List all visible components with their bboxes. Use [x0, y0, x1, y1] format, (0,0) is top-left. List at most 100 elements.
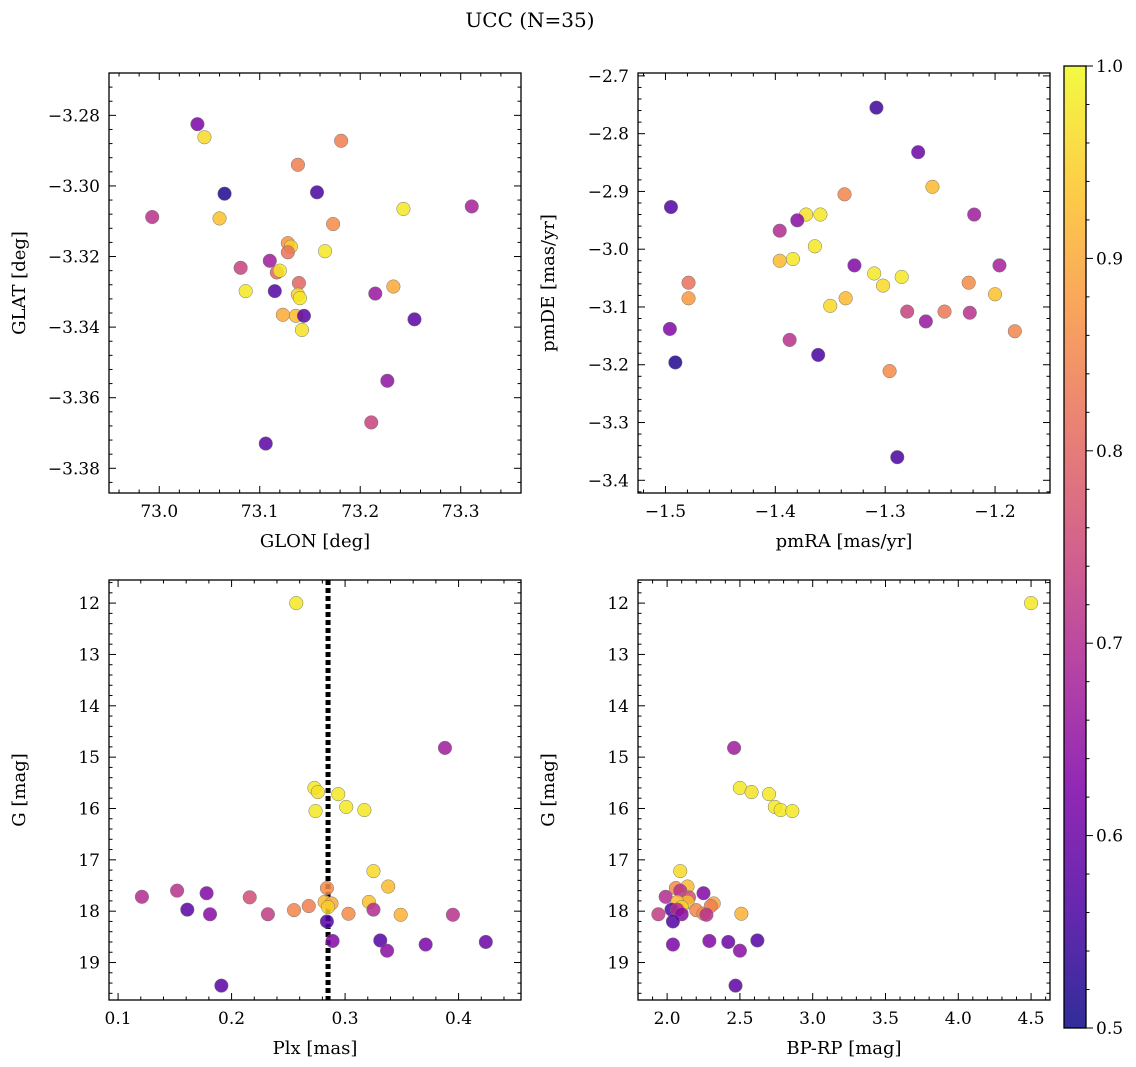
y-tick-label: −3.4 — [588, 471, 629, 491]
data-point — [366, 864, 381, 879]
panel-pmra-pmde: −1.5 −1.4 −1.3 −1.2 −3.4 −3.3 −3.2 −3.1 −3.0 −2.9… — [538, 67, 1051, 552]
data-point — [1024, 596, 1039, 611]
colorbar-tick-label: 0.7 — [1096, 634, 1123, 654]
data-point — [290, 157, 305, 172]
data-point — [665, 937, 680, 952]
data-point — [308, 804, 323, 819]
y-tick-label: 13 — [607, 645, 629, 665]
data-point — [233, 260, 248, 275]
data-point — [785, 804, 800, 819]
colorbar-frame — [1063, 65, 1087, 1029]
data-point — [319, 914, 334, 929]
data-point — [838, 291, 853, 306]
x-tick-label: 3.5 — [872, 1009, 899, 1029]
x-tick-label: 2.5 — [726, 1009, 753, 1029]
data-point — [658, 889, 673, 904]
x-tick-label: 3.0 — [799, 1009, 826, 1029]
panel-plx-g: 0.1 0.2 0.3 0.4 12 13 14 15 16 17 18 19 Plx [mas] G [… — [9, 579, 522, 1059]
x-tick-label: 4.0 — [945, 1009, 972, 1029]
data-point — [364, 415, 379, 430]
y-tick-label: 14 — [78, 697, 100, 717]
data-point — [214, 978, 229, 993]
y-tick-label: −3.0 — [588, 240, 629, 260]
y-tick-label: −3.30 — [48, 177, 100, 197]
y-tick-label: 18 — [607, 902, 629, 922]
y-tick-label: −3.2 — [588, 356, 629, 376]
data-point — [734, 906, 749, 921]
y-tick-label: −3.32 — [48, 248, 100, 268]
y-tick-label: 12 — [78, 594, 100, 614]
y-axis-label: G [mag] — [9, 753, 30, 826]
data-point — [702, 933, 717, 949]
data-point — [750, 933, 765, 948]
data-point — [238, 284, 253, 299]
data-point — [357, 802, 372, 818]
y-tick-label: −3.36 — [48, 389, 100, 409]
y-tick-label: −2.7 — [588, 67, 629, 87]
x-axis-label: BP-RP [mag] — [786, 1038, 901, 1059]
y-tick-label: 13 — [78, 645, 100, 665]
data-point — [437, 740, 453, 755]
data-point — [761, 787, 777, 802]
data-point — [334, 133, 349, 148]
data-point — [321, 900, 336, 915]
data-point — [699, 907, 714, 922]
data-point — [319, 881, 334, 896]
data-point — [925, 179, 940, 194]
x-axis-label: pmRA [mas/yr] — [776, 531, 913, 552]
data-point — [445, 907, 460, 922]
data-point — [217, 186, 232, 201]
data-point — [894, 269, 909, 284]
y-tick-label: 14 — [607, 697, 629, 717]
data-point — [292, 291, 307, 306]
data-point — [673, 864, 688, 879]
data-point — [867, 266, 882, 281]
colorbar-tick-label: 0.9 — [1096, 249, 1123, 269]
x-tick-label: −1.2 — [974, 502, 1015, 522]
x-tick-label: 73.0 — [140, 502, 178, 522]
colorbar-gradient — [1064, 66, 1086, 1028]
panel-bprp-g: 2.0 2.5 3.0 3.5 4.0 4.5 12 13 14 15 16 17 18 19 BP-RP … — [538, 579, 1051, 1059]
y-tick-label: 19 — [607, 954, 629, 974]
data-point — [807, 239, 822, 254]
data-point — [728, 978, 743, 993]
data-point — [301, 898, 316, 914]
figure-title: UCC (N=35) — [465, 8, 594, 32]
data-point — [847, 258, 862, 273]
y-axis-label: GLAT [deg] — [9, 231, 30, 335]
data-point — [665, 914, 680, 929]
data-point — [962, 305, 977, 320]
data-point — [373, 933, 388, 948]
data-point — [811, 347, 826, 362]
x-tick-label: 0.4 — [445, 1009, 472, 1029]
colorbar-tick-label: 0.5 — [1096, 1019, 1123, 1039]
y-axis-label: G [mag] — [538, 753, 559, 826]
data-point — [696, 886, 711, 901]
data-point — [772, 223, 787, 238]
x-tick-label: 0.2 — [218, 1009, 245, 1029]
data-point — [772, 253, 787, 268]
data-point — [197, 130, 212, 145]
data-point — [309, 185, 325, 200]
data-point — [681, 291, 696, 306]
data-point — [380, 373, 395, 388]
data-point — [199, 886, 214, 901]
plot-frame — [637, 579, 1051, 1001]
data-point — [212, 211, 227, 226]
data-point — [418, 937, 433, 952]
y-tick-label: 15 — [78, 748, 100, 768]
data-point — [911, 145, 926, 160]
y-tick-label: 17 — [78, 851, 100, 871]
y-tick-label: 12 — [607, 594, 629, 614]
data-point — [744, 785, 759, 800]
data-point — [190, 117, 205, 132]
data-point — [790, 213, 805, 228]
data-point — [663, 199, 679, 215]
data-point — [813, 207, 828, 222]
data-point — [310, 785, 325, 800]
data-point — [202, 907, 218, 922]
data-point — [662, 321, 677, 336]
data-point — [882, 364, 897, 379]
data-point — [275, 307, 290, 322]
y-tick-label: −3.3 — [588, 414, 629, 434]
